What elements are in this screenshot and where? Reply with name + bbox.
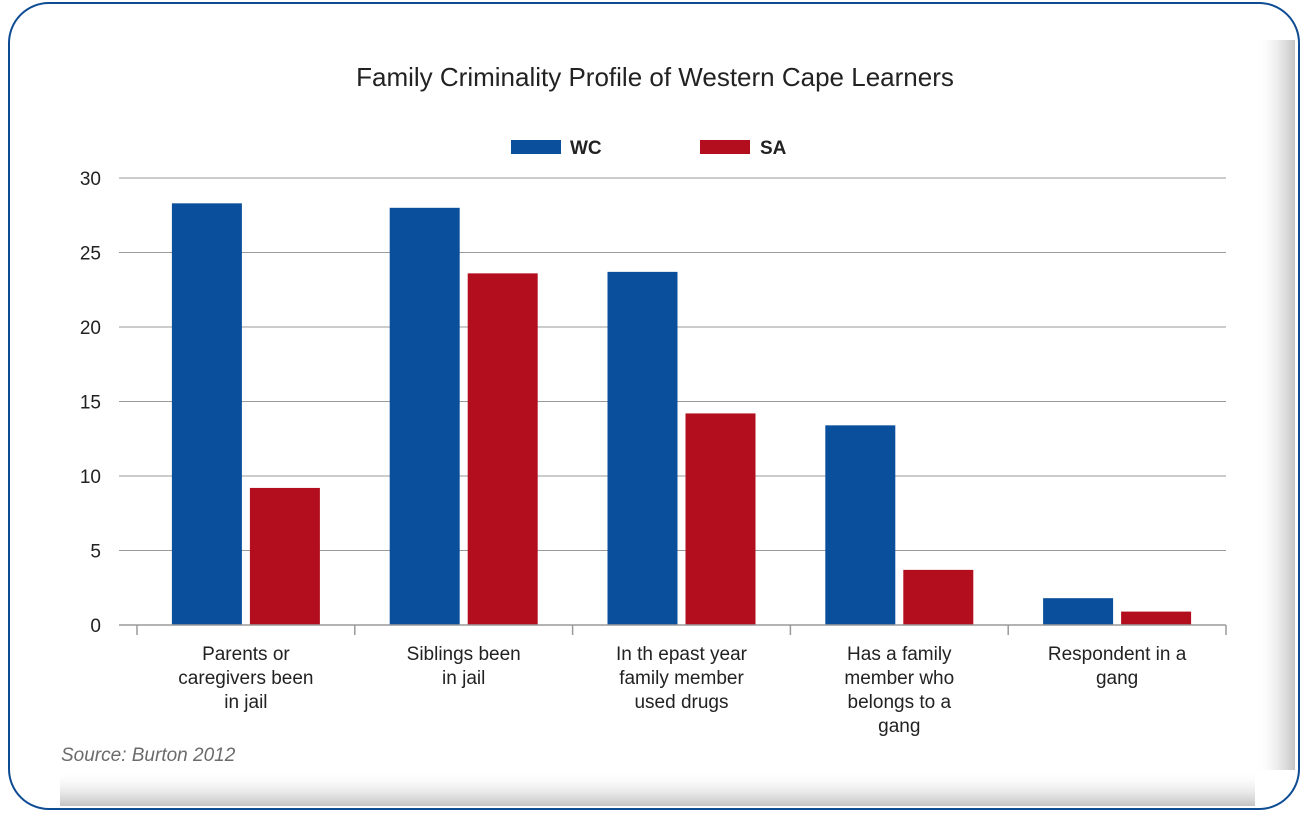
bars xyxy=(171,203,1192,626)
x-category-label: In th epast year family member used drugs xyxy=(616,644,748,713)
y-tick-label: 10 xyxy=(80,467,101,488)
y-tick-label: 0 xyxy=(90,616,101,637)
bar-wc-3 xyxy=(825,425,896,625)
frame-right-shade xyxy=(1255,40,1295,770)
x-category-label: Parents or caregivers been in jail xyxy=(178,644,313,713)
legend-swatch-sa xyxy=(700,140,750,154)
y-tick-label: 25 xyxy=(80,244,101,265)
bar-wc-2 xyxy=(607,271,678,625)
bar-sa-4 xyxy=(1121,611,1192,625)
bar-wc-0 xyxy=(171,203,242,625)
y-tick-label: 15 xyxy=(80,393,101,414)
y-tick-label: 20 xyxy=(80,318,101,339)
x-category-label: Siblings been in jail xyxy=(407,644,521,689)
x-axis xyxy=(119,624,1227,635)
bar-sa-0 xyxy=(249,487,320,625)
bar-sa-3 xyxy=(903,569,974,625)
x-axis-labels: Parents or caregivers been in jail Siblings… xyxy=(178,644,1186,737)
source-note: Source: Burton 2012 xyxy=(61,745,236,766)
legend-label-wc: WC xyxy=(570,138,602,159)
x-category-label: Respondent in a gang xyxy=(1048,644,1187,689)
legend-swatch-wc xyxy=(511,140,561,154)
legend-label-sa: SA xyxy=(760,138,787,159)
x-category-label: Has a family member who belongs to a gang xyxy=(844,644,954,737)
legend: WC SA xyxy=(511,138,787,159)
chart-title: Family Criminality Profile of Western Ca… xyxy=(356,62,954,92)
y-tick-label: 5 xyxy=(90,542,101,563)
bar-wc-4 xyxy=(1043,598,1114,625)
y-tick-label: 30 xyxy=(80,169,101,190)
y-axis-ticks: 0 5 10 15 20 25 30 xyxy=(80,169,101,637)
bar-sa-2 xyxy=(685,413,756,625)
frame-bottom-shade xyxy=(60,770,1255,806)
bar-wc-1 xyxy=(389,207,460,626)
bar-sa-1 xyxy=(467,273,538,625)
